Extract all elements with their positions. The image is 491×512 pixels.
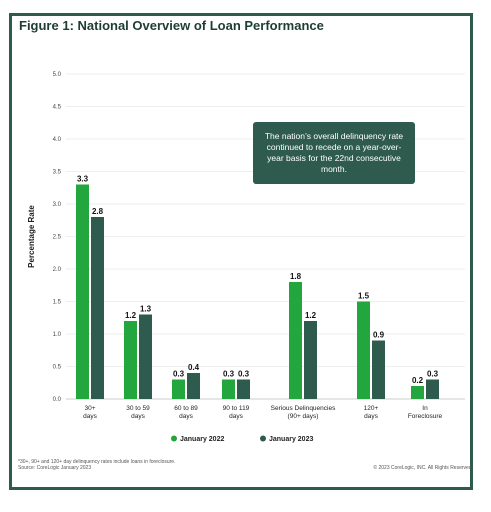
y-tick-label: 0.5 <box>53 365 62 371</box>
bar-jan-2023 <box>187 373 200 399</box>
y-tick-label: 4.0 <box>53 137 62 143</box>
y-tick-label: 2.0 <box>53 267 62 273</box>
y-axis-label: Percentage Rate <box>27 205 36 268</box>
bar-jan-2022 <box>172 379 185 399</box>
data-label: 1.5 <box>358 292 370 301</box>
x-tick-label: Serious Delinquencies <box>271 405 336 412</box>
x-tick-label: days <box>364 413 378 420</box>
data-label: 1.2 <box>305 311 317 320</box>
data-label: 1.3 <box>140 305 152 314</box>
legend-marker-jan-2023 <box>260 435 266 442</box>
annotation-callout: The nation’s overall delinquency rate co… <box>253 122 415 184</box>
x-tick-label: (90+ days) <box>288 413 319 420</box>
x-tick-label: days <box>83 413 97 420</box>
bar-jan-2023 <box>426 379 439 399</box>
y-tick-label: 1.0 <box>53 332 62 338</box>
x-tick-label: 120+ <box>364 405 379 412</box>
bar-jan-2022 <box>222 379 235 399</box>
y-tick-label: 0.0 <box>53 397 62 403</box>
y-tick-label: 5.0 <box>53 72 62 78</box>
data-label: 3.3 <box>77 175 89 184</box>
data-label: 0.4 <box>188 363 200 372</box>
footnote: *30+, 90+ and 120+ day delinquency rates… <box>18 459 175 471</box>
x-tick-label: days <box>229 413 243 420</box>
footnote-source: Source: CoreLogic January 2023 <box>18 465 92 471</box>
legend-label: January 2022 <box>180 436 224 443</box>
x-tick-label: days <box>179 413 193 420</box>
data-label: 1.8 <box>290 272 302 281</box>
data-label: 0.3 <box>238 370 250 379</box>
x-tick-label: Foreclosure <box>408 413 443 420</box>
bar-jan-2023 <box>304 321 317 399</box>
data-label: 0.3 <box>427 370 439 379</box>
data-label: 0.2 <box>412 376 424 385</box>
legend-marker-jan-2022 <box>171 435 177 442</box>
x-tick-label: 90 to 119 <box>223 405 250 412</box>
data-label: 0.9 <box>373 331 385 340</box>
bar-jan-2023 <box>91 217 104 399</box>
bar-jan-2022 <box>124 321 137 399</box>
x-tick-label: days <box>131 413 145 420</box>
y-tick-label: 2.5 <box>53 235 62 241</box>
bar-jan-2022 <box>357 301 370 399</box>
x-tick-label: 60 to 89 <box>174 405 198 412</box>
bar-jan-2022 <box>411 386 424 399</box>
data-label: 2.8 <box>92 207 104 216</box>
bar-jan-2023 <box>237 379 250 399</box>
y-tick-label: 1.5 <box>53 300 62 306</box>
y-tick-label: 3.0 <box>53 202 62 208</box>
data-label: 1.2 <box>125 311 137 320</box>
copyright: © 2023 CoreLogic, INC. All Rights Reserv… <box>373 465 473 471</box>
data-label: 0.3 <box>223 370 235 379</box>
bar-jan-2023 <box>139 314 152 399</box>
x-tick-label: 30+ <box>84 405 95 412</box>
y-tick-label: 4.5 <box>53 105 62 111</box>
x-tick-label: 30 to 59 <box>126 405 150 412</box>
bar-jan-2022 <box>76 184 89 399</box>
y-tick-label: 3.5 <box>53 170 62 176</box>
x-tick-label: In <box>422 405 428 412</box>
bar-jan-2022 <box>289 282 302 399</box>
legend-label: January 2023 <box>269 436 313 443</box>
chart-title: Figure 1: National Overview of Loan Perf… <box>19 18 324 33</box>
data-label: 0.3 <box>173 370 185 379</box>
footnote-note: *30+, 90+ and 120+ day delinquency rates… <box>18 459 176 465</box>
bar-jan-2023 <box>372 340 385 399</box>
annotation-text: The nation’s overall delinquency rate co… <box>264 131 404 174</box>
